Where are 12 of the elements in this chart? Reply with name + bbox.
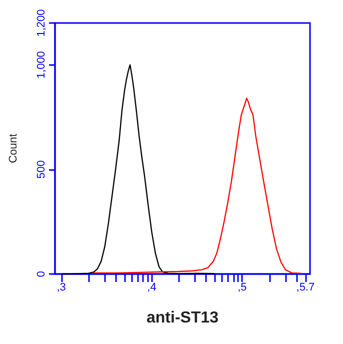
x-tick-label: ,4 [147,282,156,294]
y-tick-label: 500 [36,160,48,179]
x-tick-label: ,3 [56,282,66,294]
line-series [60,64,216,275]
line-series [92,98,302,274]
x-tick-label: ,5 [238,282,247,294]
x-axis-title: anti-ST13 [146,310,219,326]
y-axis-title: Count [8,134,20,164]
y-tick-label: 1,000 [36,51,48,79]
x-tick-label: ,5.7 [296,282,315,294]
y-tick-label: 0 [36,270,48,278]
y-tick-label: 1,200 [36,9,48,37]
